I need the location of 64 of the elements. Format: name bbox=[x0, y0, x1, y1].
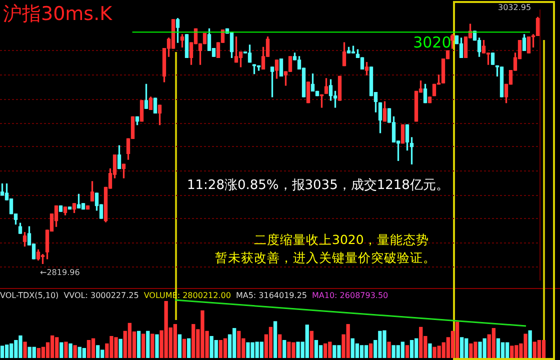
bar bbox=[360, 345, 364, 358]
bar bbox=[537, 340, 542, 358]
bar bbox=[387, 342, 391, 358]
bar bbox=[141, 334, 146, 358]
bar bbox=[41, 346, 46, 358]
bar bbox=[68, 343, 72, 358]
bar bbox=[273, 321, 278, 358]
bar bbox=[505, 342, 510, 358]
bar bbox=[91, 338, 96, 358]
bar bbox=[82, 348, 86, 358]
bar bbox=[36, 348, 41, 358]
bar bbox=[492, 328, 496, 358]
annotation: 二度缩量收上3020，量能态势 bbox=[254, 232, 429, 249]
bar bbox=[178, 334, 182, 358]
bar bbox=[155, 334, 159, 358]
bar bbox=[278, 334, 282, 358]
bar bbox=[146, 330, 150, 358]
annotation: MA10: 2608793.50 bbox=[312, 291, 388, 300]
bar bbox=[232, 328, 236, 358]
bar bbox=[186, 338, 191, 358]
bar bbox=[136, 330, 141, 358]
bar bbox=[218, 340, 223, 358]
bar bbox=[455, 322, 460, 358]
bar bbox=[23, 342, 27, 358]
bar bbox=[500, 342, 505, 358]
bar bbox=[414, 338, 418, 358]
bar bbox=[118, 338, 122, 358]
annotation: VVOL: 3000227.25 bbox=[64, 291, 139, 300]
bar bbox=[182, 338, 186, 358]
annotation: 11:28涨0.85%，报3035，成交1218亿元。 bbox=[187, 177, 449, 194]
bar bbox=[528, 330, 532, 358]
bar bbox=[368, 343, 373, 358]
bar bbox=[73, 345, 77, 358]
bar bbox=[400, 342, 405, 358]
bar bbox=[86, 340, 91, 358]
bar bbox=[128, 322, 132, 358]
bar bbox=[460, 337, 464, 358]
bar bbox=[60, 342, 64, 358]
bar bbox=[282, 340, 286, 358]
bar bbox=[542, 340, 546, 358]
bar bbox=[223, 338, 228, 358]
bar bbox=[0, 346, 4, 358]
bar bbox=[173, 324, 178, 358]
bar bbox=[64, 342, 68, 358]
chart-title: 沪指30ms.K bbox=[3, 2, 112, 27]
bar bbox=[428, 343, 432, 358]
ref-line-label: 3020 bbox=[413, 34, 452, 52]
bar bbox=[496, 338, 500, 358]
bar bbox=[314, 340, 318, 358]
bar bbox=[310, 330, 314, 358]
bar bbox=[364, 345, 368, 358]
bar bbox=[323, 343, 328, 358]
annotation: ←2819.96 bbox=[40, 268, 80, 277]
annotation: 3032.95 bbox=[498, 3, 532, 12]
bar bbox=[268, 326, 273, 358]
bar bbox=[410, 340, 414, 358]
bar bbox=[50, 335, 54, 358]
bar bbox=[96, 345, 100, 358]
bar bbox=[4, 344, 9, 358]
annotation: 暂未获改善，进入关键量价突破验证。 bbox=[215, 250, 436, 267]
bar bbox=[405, 345, 410, 358]
annotation: VOL-TDX(5,10) bbox=[0, 291, 59, 300]
annotation: MA5: 3164019.25 bbox=[236, 291, 307, 300]
bar bbox=[150, 334, 154, 358]
